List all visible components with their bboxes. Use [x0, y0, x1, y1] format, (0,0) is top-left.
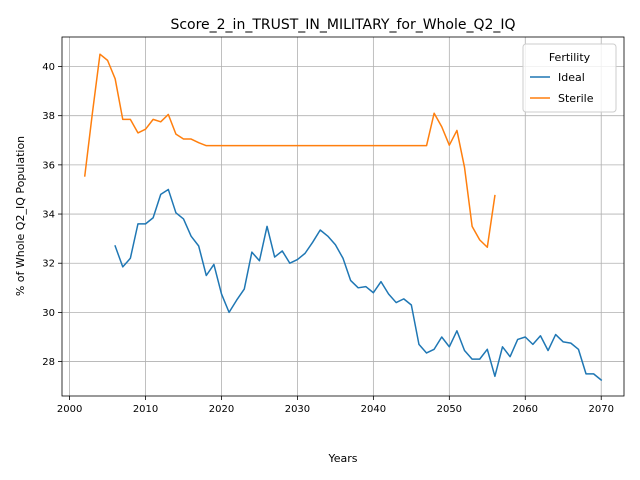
- x-tick-label: 2000: [57, 404, 82, 415]
- series-line-sterile: [83, 53, 496, 248]
- legend-title: Fertility: [549, 51, 591, 64]
- series-line-ideal: [114, 188, 603, 382]
- legend-label-ideal: Ideal: [558, 71, 585, 84]
- x-axis-label: Years: [327, 452, 357, 465]
- x-tick-label: 2070: [588, 404, 613, 415]
- legend: Fertility Ideal Sterile: [522, 43, 617, 113]
- series-lines: [83, 53, 603, 382]
- y-tick-label: 38: [42, 111, 55, 122]
- chart-title: Score_2_in_TRUST_IN_MILITARY_for_Whole_Q…: [170, 17, 515, 33]
- legend-box: [522, 43, 617, 113]
- x-tick-label: 2040: [361, 404, 386, 415]
- y-tick-label: 30: [42, 308, 55, 319]
- x-tick-label: 2020: [209, 404, 234, 415]
- legend-label-sterile: Sterile: [558, 92, 594, 105]
- x-axis-ticks: 2000 2010 2020 2030 2040 2050 2060 2070: [57, 396, 614, 415]
- y-tick-label: 40: [42, 62, 55, 73]
- y-tick-label: 36: [42, 160, 55, 171]
- plot-area-frame: [61, 36, 625, 397]
- y-axis-label: % of Whole Q2_IQ Population: [14, 136, 27, 296]
- x-tick-label: 2030: [285, 404, 310, 415]
- y-tick-label: 34: [42, 210, 55, 221]
- y-tick-label: 32: [42, 259, 55, 270]
- y-tick-label: 28: [42, 357, 55, 368]
- x-tick-label: 2060: [513, 404, 538, 415]
- x-tick-label: 2050: [437, 404, 462, 415]
- x-tick-label: 2010: [133, 404, 158, 415]
- y-axis-ticks: 28 30 32 34 36 38 40: [42, 62, 62, 368]
